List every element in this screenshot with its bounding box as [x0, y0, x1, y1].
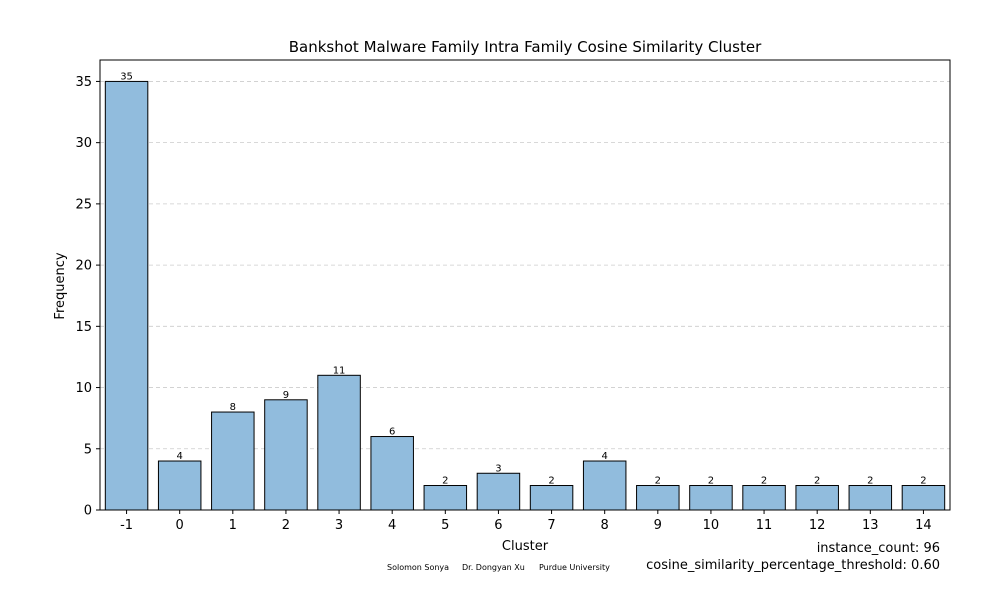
bar-cluster-6 [476, 472, 521, 511]
data-label: 2 [867, 476, 873, 487]
x-tick-label: 2 [282, 518, 290, 533]
x-tick-label: 14 [915, 518, 932, 533]
x-tick-label: 3 [335, 518, 343, 533]
x-tick-label: -1 [120, 518, 133, 533]
credit-author-1: Solomon Sonya [387, 563, 449, 572]
bar-cluster-0 [157, 460, 202, 511]
x-tick-label: 7 [547, 518, 555, 533]
chart-title: Bankshot Malware Family Intra Family Cos… [289, 38, 762, 56]
bar-cluster-10 [689, 485, 733, 511]
x-tick-label: 6 [494, 518, 502, 533]
credit-institution: Purdue University [539, 563, 610, 572]
x-tick-label: 9 [654, 518, 662, 533]
data-label: 4 [177, 451, 183, 462]
data-label: 2 [920, 476, 926, 487]
data-label: 2 [814, 476, 820, 487]
x-tick-label: 0 [176, 518, 184, 533]
x-axis-ticks: -1 0 1 2 3 4 5 6 7 8 9 10 11 12 13 14 [120, 510, 932, 533]
bar-cluster-11 [742, 485, 786, 511]
data-label: 35 [120, 71, 133, 82]
data-label: 3 [495, 463, 501, 474]
bar-cluster-3 [317, 374, 361, 511]
data-labels: 35 4 8 9 11 6 2 3 2 4 2 2 2 2 2 2 [120, 71, 926, 486]
data-label: 4 [602, 451, 608, 462]
x-tick-label: 8 [601, 518, 609, 533]
bar-cluster-1 [211, 411, 255, 511]
bar-cluster-14 [901, 485, 946, 511]
bar-cluster-7 [529, 485, 574, 511]
x-tick-label: 1 [229, 518, 237, 533]
y-tick-label: 25 [75, 197, 92, 212]
bar-cluster--1 [104, 80, 149, 511]
data-label: 11 [333, 365, 346, 376]
threshold-text: cosine_similarity_percentage_threshold: … [646, 558, 940, 573]
credit-author-2: Dr. Dongyan Xu [462, 563, 525, 572]
y-tick-label: 5 [84, 442, 92, 457]
bar-cluster-2 [264, 399, 308, 511]
data-label: 9 [283, 390, 289, 401]
y-tick-label: 30 [75, 136, 92, 151]
x-axis-label: Cluster [502, 539, 549, 554]
bars [104, 80, 946, 511]
data-label: 2 [761, 476, 767, 487]
data-label: 2 [655, 476, 661, 487]
bar-cluster-5 [423, 485, 468, 511]
y-tick-label: 10 [75, 381, 92, 396]
x-tick-label: 10 [703, 518, 720, 533]
bar-cluster-8 [582, 460, 627, 511]
data-label: 8 [230, 402, 236, 413]
x-tick-label: 4 [388, 518, 396, 533]
bar-cluster-12 [795, 485, 839, 511]
bar-cluster-9 [636, 485, 680, 511]
y-tick-label: 35 [75, 75, 92, 90]
x-tick-label: 12 [809, 518, 826, 533]
y-axis-ticks: 0 5 10 15 20 25 30 35 [75, 75, 100, 519]
x-tick-label: 5 [441, 518, 449, 533]
y-tick-label: 15 [75, 320, 92, 335]
data-label: 2 [548, 476, 554, 487]
y-tick-label: 0 [84, 504, 92, 519]
plot-frame [99, 59, 951, 511]
x-tick-label: 11 [756, 518, 773, 533]
data-label: 2 [442, 476, 448, 487]
bar-cluster-4 [370, 436, 414, 511]
data-label: 6 [389, 427, 395, 438]
instance-count-text: instance_count: 96 [817, 541, 940, 556]
y-axis-label: Frequency [53, 252, 68, 319]
x-tick-label: 13 [862, 518, 879, 533]
bar-cluster-13 [848, 485, 893, 511]
data-label: 2 [708, 476, 714, 487]
y-tick-label: 20 [75, 259, 92, 274]
